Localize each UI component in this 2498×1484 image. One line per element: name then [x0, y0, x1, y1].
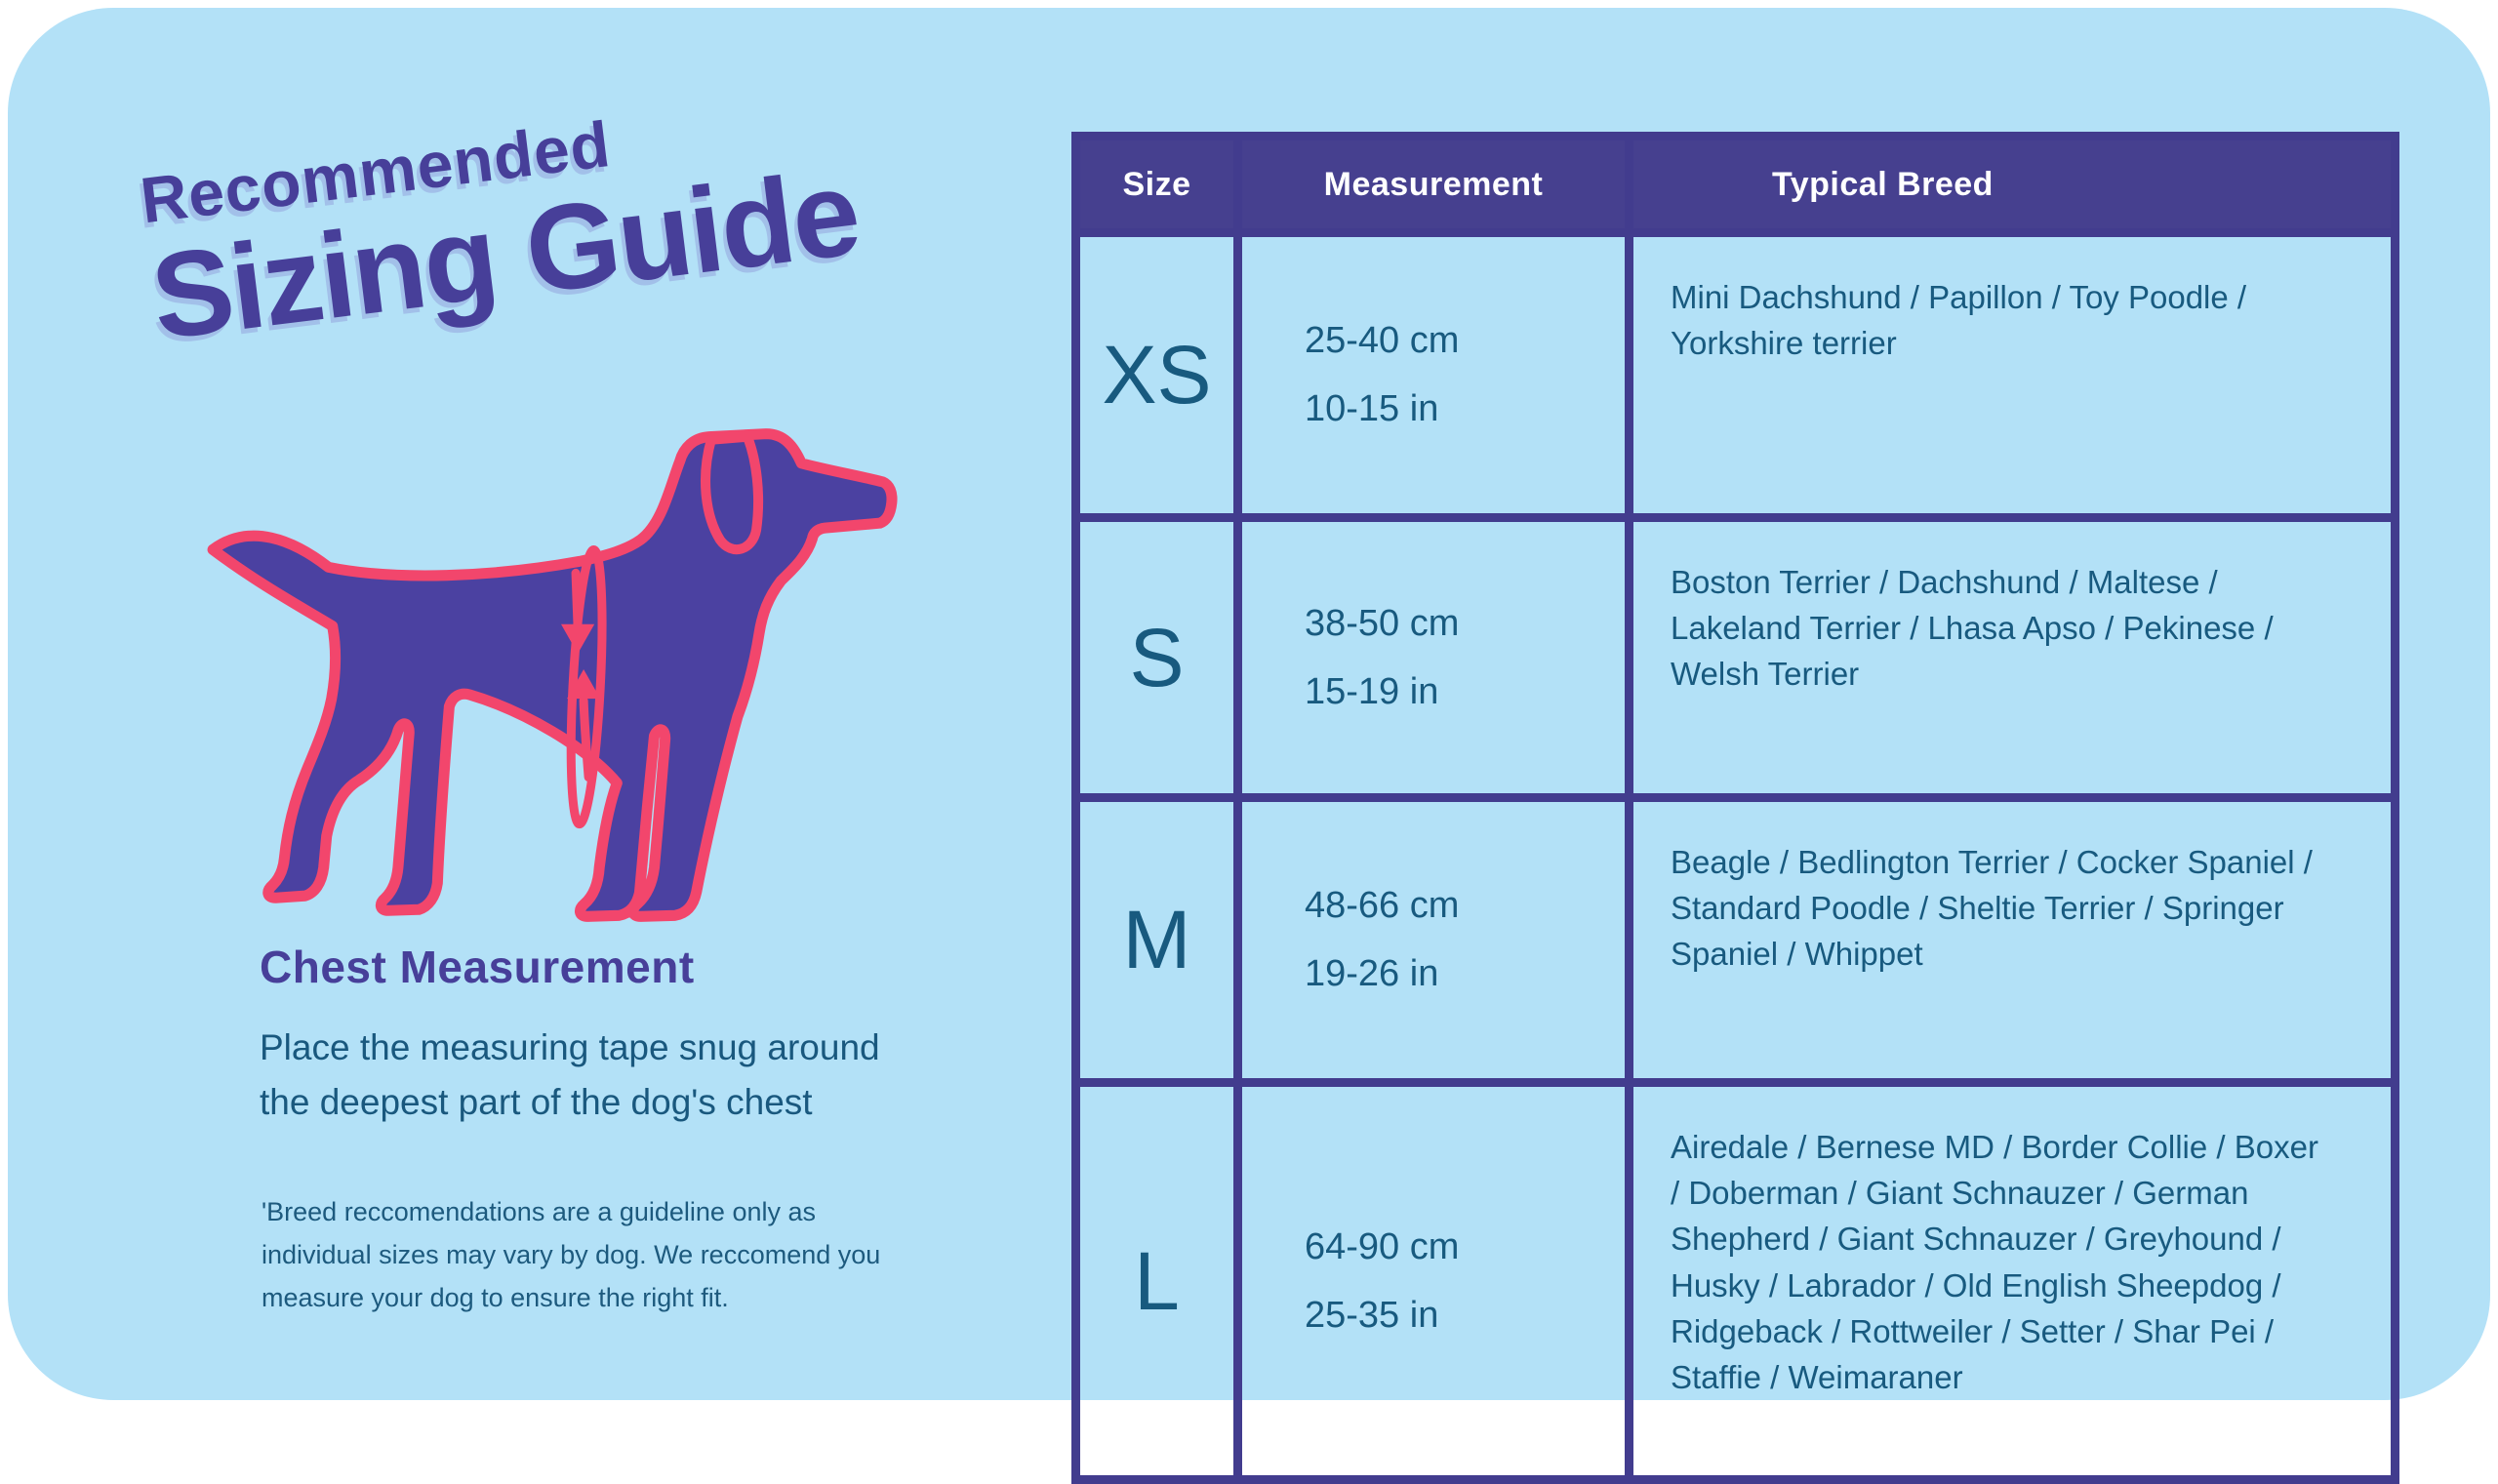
- description-line-1: Place the measuring tape snug around: [260, 1027, 880, 1067]
- table-row-m: M 48-66 cm 19-26 in Beagle / Bedlington Ter…: [1071, 793, 2399, 1087]
- sizing-table: Size Measurement Typical Breed XS 25-40 cm 1…: [1071, 132, 2399, 1484]
- measuring-tape-icon: [566, 544, 607, 829]
- table-row-xs: XS 25-40 cm 10-15 in Mini Dachshund / Papil…: [1071, 228, 2399, 522]
- measurement-cell: 38-50 cm 15-19 in: [1233, 513, 1633, 802]
- header-typical-breed: Typical Breed: [1625, 132, 2399, 237]
- disclaimer-line-1: 'Breed reccomendations are a guideline o…: [262, 1197, 817, 1226]
- chest-measurement-description: Place the measuring tape snug around the …: [260, 1021, 880, 1129]
- measurement-inches: 19-26 in: [1305, 953, 1439, 994]
- table-row-l: L 64-90 cm 25-35 in Airedale / Bernese MD /…: [1071, 1078, 2399, 1484]
- table-header-row: Size Measurement Typical Breed: [1071, 132, 2399, 237]
- tape-arrow-up-icon: [579, 696, 593, 782]
- dog-illustration: [207, 428, 898, 922]
- dog-silhouette-icon: [207, 428, 898, 922]
- size-cell: M: [1071, 793, 1242, 1087]
- measurement-cm: 25-40 cm: [1305, 320, 1460, 361]
- dog-ear-icon: [701, 431, 764, 555]
- breed-disclaimer: 'Breed reccomendations are a guideline o…: [262, 1190, 880, 1319]
- measurement-cm: 64-90 cm: [1305, 1225, 1460, 1267]
- size-cell: XS: [1071, 228, 1242, 522]
- page-title: Recommended Sizing Guide: [137, 77, 866, 367]
- measurement-cm: 48-66 cm: [1305, 885, 1460, 926]
- measurement-inches: 10-15 in: [1305, 388, 1439, 429]
- header-size: Size: [1071, 132, 1242, 237]
- measurement-cell: 64-90 cm 25-35 in: [1233, 1078, 1633, 1484]
- measurement-cell: 25-40 cm 10-15 in: [1233, 228, 1633, 522]
- measurement-cell: 48-66 cm 19-26 in: [1233, 793, 1633, 1087]
- chest-measurement-heading: Chest Measurement: [260, 942, 695, 992]
- disclaimer-line-2: individual sizes may vary by dog. We rec…: [262, 1240, 881, 1269]
- tape-arrow-up-head-icon: [567, 668, 601, 700]
- header-measurement: Measurement: [1233, 132, 1633, 237]
- measurement-inches: 15-19 in: [1305, 670, 1439, 712]
- description-line-2: the deepest part of the dog's chest: [260, 1081, 813, 1122]
- measurement-inches: 25-35 in: [1305, 1294, 1439, 1336]
- table-row-s: S 38-50 cm 15-19 in Boston Terrier / Dachsh…: [1071, 513, 2399, 802]
- tape-arrow-down-head-icon: [560, 623, 595, 654]
- disclaimer-line-3: measure your dog to ensure the right fit…: [262, 1283, 729, 1312]
- size-cell: L: [1071, 1078, 1242, 1484]
- breed-cell: Beagle / Bedlington Terrier / Cocker Spa…: [1625, 793, 2399, 1087]
- breed-cell: Airedale / Bernese MD / Border Collie / …: [1625, 1078, 2399, 1484]
- size-cell: S: [1071, 513, 1242, 802]
- breed-cell: Mini Dachshund / Papillon / Toy Poodle /…: [1625, 228, 2399, 522]
- breed-cell: Boston Terrier / Dachshund / Maltese / L…: [1625, 513, 2399, 802]
- size-table-body: XS 25-40 cm 10-15 in Mini Dachshund / Papil…: [1071, 228, 2399, 1484]
- measurement-cm: 38-50 cm: [1305, 602, 1460, 644]
- tape-arrow-down-icon: [571, 568, 583, 631]
- sizing-guide-card: Recommended Sizing Guide Chest Measureme…: [8, 8, 2490, 1484]
